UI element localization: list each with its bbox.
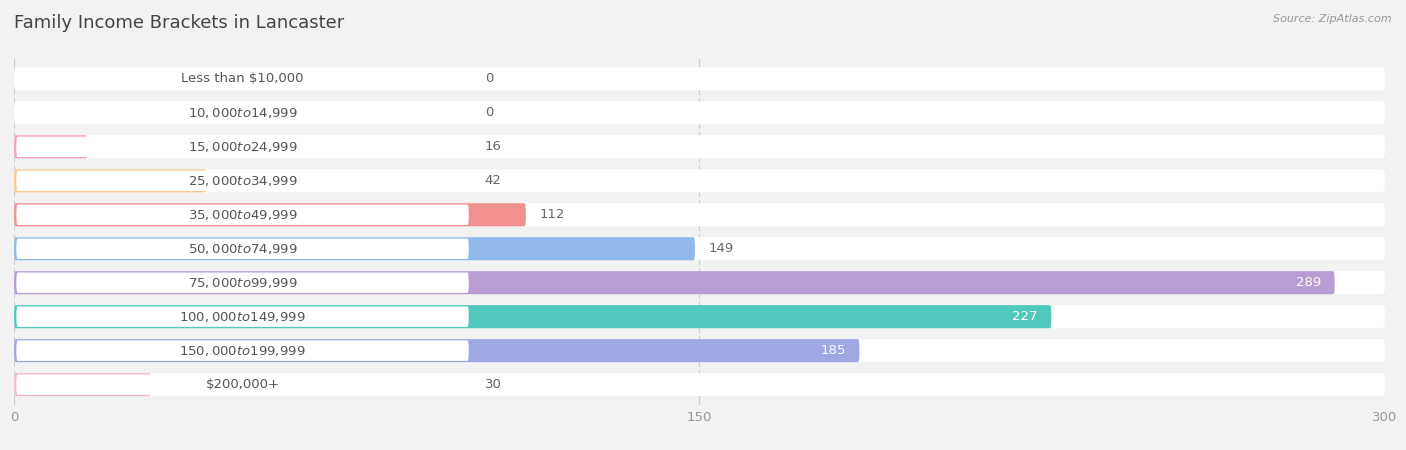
FancyBboxPatch shape bbox=[14, 271, 1334, 294]
FancyBboxPatch shape bbox=[14, 305, 1385, 328]
FancyBboxPatch shape bbox=[17, 238, 468, 259]
Text: $100,000 to $149,999: $100,000 to $149,999 bbox=[180, 310, 305, 324]
FancyBboxPatch shape bbox=[14, 135, 87, 158]
FancyBboxPatch shape bbox=[17, 137, 468, 157]
FancyBboxPatch shape bbox=[14, 169, 207, 192]
FancyBboxPatch shape bbox=[14, 101, 1385, 124]
FancyBboxPatch shape bbox=[14, 203, 1385, 226]
FancyBboxPatch shape bbox=[17, 273, 468, 293]
Text: Less than $10,000: Less than $10,000 bbox=[181, 72, 304, 86]
FancyBboxPatch shape bbox=[17, 103, 468, 123]
Text: $75,000 to $99,999: $75,000 to $99,999 bbox=[187, 276, 298, 290]
Text: $15,000 to $24,999: $15,000 to $24,999 bbox=[187, 140, 298, 154]
Text: 227: 227 bbox=[1012, 310, 1038, 323]
FancyBboxPatch shape bbox=[14, 339, 859, 362]
Text: $35,000 to $49,999: $35,000 to $49,999 bbox=[187, 208, 298, 222]
Text: $150,000 to $199,999: $150,000 to $199,999 bbox=[180, 344, 305, 358]
FancyBboxPatch shape bbox=[14, 203, 526, 226]
FancyBboxPatch shape bbox=[14, 135, 1385, 158]
Text: 112: 112 bbox=[540, 208, 565, 221]
Text: 0: 0 bbox=[485, 72, 494, 86]
FancyBboxPatch shape bbox=[17, 306, 468, 327]
Text: 185: 185 bbox=[820, 344, 846, 357]
FancyBboxPatch shape bbox=[14, 373, 1385, 396]
Text: $200,000+: $200,000+ bbox=[205, 378, 280, 391]
FancyBboxPatch shape bbox=[14, 237, 1385, 260]
FancyBboxPatch shape bbox=[17, 341, 468, 361]
FancyBboxPatch shape bbox=[17, 171, 468, 191]
FancyBboxPatch shape bbox=[14, 373, 152, 396]
FancyBboxPatch shape bbox=[14, 271, 1385, 294]
Text: 149: 149 bbox=[709, 242, 734, 255]
FancyBboxPatch shape bbox=[14, 169, 1385, 192]
Text: $50,000 to $74,999: $50,000 to $74,999 bbox=[187, 242, 298, 256]
Text: Family Income Brackets in Lancaster: Family Income Brackets in Lancaster bbox=[14, 14, 344, 32]
Text: 30: 30 bbox=[485, 378, 502, 391]
FancyBboxPatch shape bbox=[14, 237, 695, 260]
Text: $25,000 to $34,999: $25,000 to $34,999 bbox=[187, 174, 298, 188]
FancyBboxPatch shape bbox=[14, 339, 1385, 362]
FancyBboxPatch shape bbox=[14, 68, 1385, 90]
Text: $10,000 to $14,999: $10,000 to $14,999 bbox=[187, 106, 298, 120]
Text: 0: 0 bbox=[485, 106, 494, 119]
Text: 289: 289 bbox=[1296, 276, 1322, 289]
Text: Source: ZipAtlas.com: Source: ZipAtlas.com bbox=[1274, 14, 1392, 23]
FancyBboxPatch shape bbox=[17, 205, 468, 225]
FancyBboxPatch shape bbox=[17, 374, 468, 395]
FancyBboxPatch shape bbox=[14, 305, 1052, 328]
Text: 16: 16 bbox=[485, 140, 502, 153]
FancyBboxPatch shape bbox=[17, 69, 468, 89]
Text: 42: 42 bbox=[485, 174, 502, 187]
